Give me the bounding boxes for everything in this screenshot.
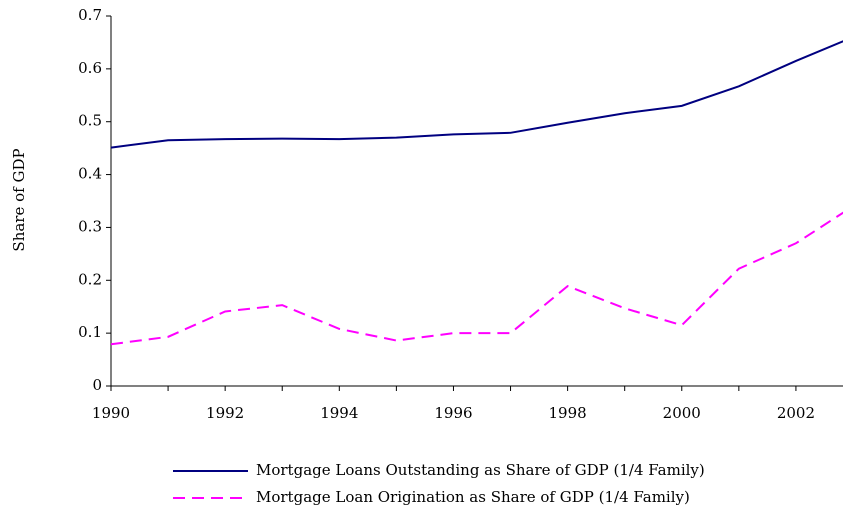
y-tick-label: 0.3 [78, 217, 102, 235]
data-line [110, 211, 843, 346]
series [110, 40, 843, 149]
y-tick-label: 0.6 [78, 59, 102, 77]
legend-label: Mortgage Loans Outstanding as Share of G… [256, 461, 705, 479]
y-tick-label: 0 [92, 376, 102, 394]
y-tick-label: 0.5 [78, 112, 102, 130]
y-tick-label: 0.2 [78, 270, 102, 288]
legend-label: Mortgage Loan Origination as Share of GD… [256, 488, 690, 506]
y-tick-label: 0.1 [78, 323, 102, 341]
x-tick-label: 1994 [320, 404, 358, 422]
series [110, 211, 843, 346]
x-tick-label: 1996 [434, 404, 472, 422]
data-line [110, 40, 843, 149]
x-tick-label: 1992 [206, 404, 244, 422]
y-axis-label: Share of GDP [10, 148, 28, 251]
x-tick-label: 1990 [92, 404, 130, 422]
y-tick-label: 0.4 [78, 165, 102, 183]
y-tick-label: 0.7 [78, 6, 102, 24]
x-tick-label: 2000 [663, 404, 701, 422]
x-tick-label: 1998 [549, 404, 587, 422]
x-tick-label: 2002 [777, 404, 815, 422]
